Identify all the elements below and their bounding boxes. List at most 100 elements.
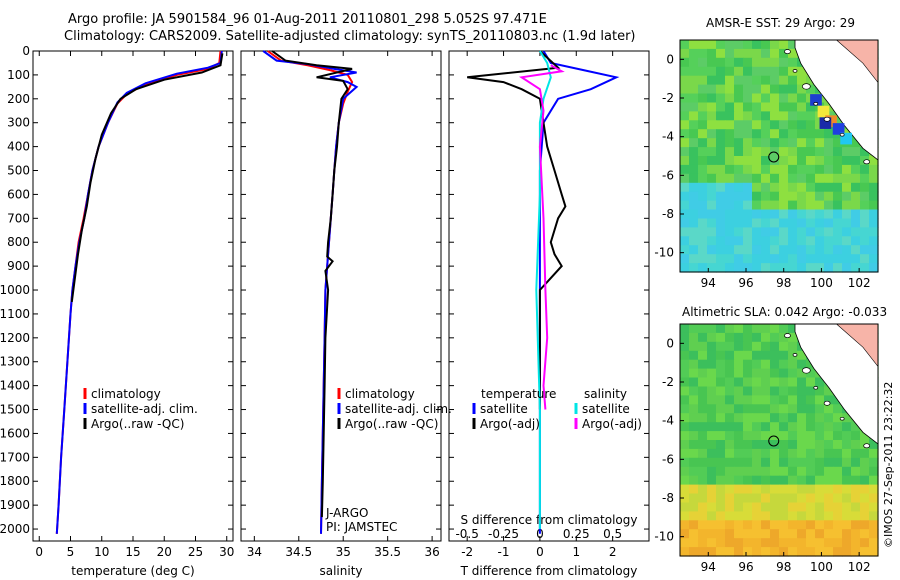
- map-cell: [716, 466, 726, 477]
- map-cell: [680, 120, 690, 130]
- map-cell: [779, 40, 789, 50]
- map-cell: [806, 404, 816, 414]
- map-cell: [716, 457, 726, 468]
- map-cell: [761, 538, 771, 548]
- map-cell: [689, 368, 699, 379]
- map-cell: [743, 350, 753, 361]
- map-cell: [752, 502, 762, 512]
- y-tick-label: 1100: [0, 307, 30, 321]
- map-cell: [842, 448, 852, 459]
- map-cell: [734, 218, 744, 228]
- map-cell: [761, 359, 771, 370]
- map-cell: [725, 236, 735, 246]
- map-cell: [806, 377, 816, 387]
- map-cell: [779, 48, 789, 59]
- map-cell: [806, 111, 816, 121]
- map-cell: [869, 236, 879, 246]
- map-cell: [698, 254, 708, 264]
- map-cell: [752, 164, 762, 175]
- map-cell: [869, 218, 879, 228]
- map-cell: [698, 404, 708, 414]
- map-cell: [842, 218, 852, 228]
- map-cell: [770, 502, 780, 512]
- map-cell: [698, 422, 708, 432]
- map-cell: [725, 93, 735, 103]
- map-cell: [797, 502, 807, 512]
- map-cell: [734, 147, 744, 157]
- sst-anomaly-cell: [832, 123, 845, 135]
- map-cell: [698, 147, 708, 157]
- map-cell: [680, 386, 690, 396]
- map-cell: [680, 341, 690, 352]
- map-cell: [788, 332, 798, 343]
- map-cell: [779, 341, 789, 352]
- map-cell: [869, 475, 879, 486]
- map-cell: [725, 493, 735, 503]
- map-cell: [851, 431, 861, 441]
- sst-anomaly-cell: [810, 94, 822, 106]
- map-cell: [716, 227, 726, 237]
- map-cell: [824, 440, 834, 450]
- map-cell: [743, 520, 753, 530]
- map-cell: [806, 368, 816, 379]
- map-cell: [716, 75, 726, 86]
- map-cell: [743, 173, 753, 184]
- y-tick-label: -2: [662, 375, 674, 389]
- map-cell: [725, 448, 735, 459]
- map-cell: [815, 466, 825, 477]
- map-cell: [680, 440, 690, 450]
- map-cell: [716, 173, 726, 184]
- map-cell: [842, 200, 852, 211]
- map-cell: [734, 66, 744, 77]
- map-cell: [743, 236, 753, 246]
- map-cell: [824, 484, 834, 495]
- legend-label: satellite: [582, 402, 630, 416]
- map-cell: [752, 173, 762, 184]
- series-line: [55, 50, 222, 534]
- map-cell: [752, 493, 762, 503]
- x-tick-label: 10: [94, 545, 109, 559]
- map-cell: [833, 404, 843, 414]
- x-tick-label: 1: [572, 545, 580, 559]
- map-cell: [788, 466, 798, 477]
- map-cell: [797, 520, 807, 530]
- map-cell: [716, 538, 726, 548]
- map-cell: [689, 341, 699, 352]
- map-cell: [869, 520, 879, 530]
- y-tick-label: 0: [666, 336, 674, 350]
- map-cell: [716, 413, 726, 423]
- map-cell: [770, 484, 780, 495]
- map-cell: [743, 209, 753, 219]
- map-cell: [725, 191, 735, 202]
- map-cell: [842, 440, 852, 450]
- map-cell: [806, 422, 816, 432]
- map-cell: [743, 156, 753, 166]
- map-cell: [716, 332, 726, 343]
- map-cell: [698, 227, 708, 237]
- map-cell: [716, 350, 726, 361]
- map-cell: [689, 263, 699, 273]
- map-cell: [779, 164, 789, 175]
- map-cell: [770, 236, 780, 246]
- map-frame: [679, 323, 879, 557]
- map-cell: [869, 457, 879, 468]
- map-cell: [707, 350, 717, 361]
- map-cell: [860, 502, 870, 512]
- map-cell: [833, 156, 843, 166]
- map-cell: [698, 48, 708, 59]
- map-cell: [707, 341, 717, 352]
- map-cell: [815, 218, 825, 228]
- map-cell: [806, 529, 816, 539]
- map-cell: [725, 386, 735, 396]
- map-cell: [860, 448, 870, 459]
- map-cell: [716, 164, 726, 175]
- map-cell: [707, 120, 717, 130]
- map-cell: [698, 493, 708, 503]
- map-cell: [860, 431, 870, 441]
- map-cell: [761, 75, 771, 86]
- map-cell: [716, 448, 726, 459]
- map-cell: [779, 66, 789, 77]
- map-cell: [734, 538, 744, 548]
- map-cell: [725, 413, 735, 423]
- map-cell: [869, 254, 879, 264]
